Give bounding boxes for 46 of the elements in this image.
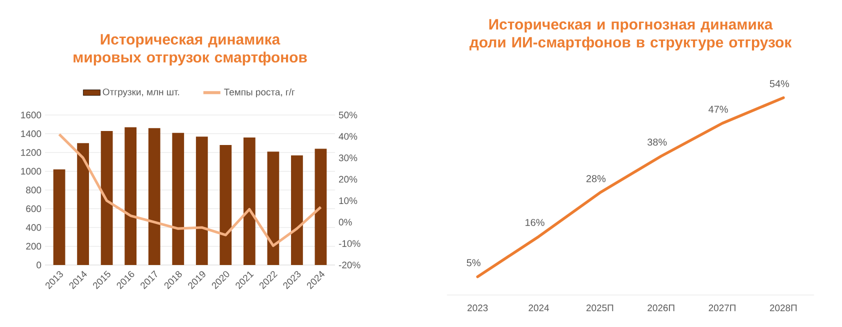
x-tick-label: 2027П [708,304,736,312]
bar [243,138,256,265]
bar [148,128,160,265]
y-tick-label: 200 [26,242,42,250]
y2-tick-label: 40% [338,133,358,140]
y-tick-label: 1000 [21,168,42,175]
y2-tick-label: -20% [338,262,360,268]
y2-tick-label: 10% [339,197,358,204]
bar [124,127,137,265]
bar [53,169,66,265]
bar [314,148,327,265]
x-tick-label: 2026П [648,304,674,312]
data-label: 54% [770,80,790,88]
y-tick-label: 400 [26,224,42,231]
y2-tick-label: 50% [338,112,358,118]
data-label: 16% [526,218,544,226]
chart-title: Историческая динамика мировых отгрузок смартфонов [74,34,307,66]
y-tick-label: 1200 [21,149,42,156]
x-tick-label: 2025П [586,304,614,312]
x-tick-label: 2023 [468,304,488,312]
y-tick-label: 1400 [21,130,42,138]
y2-tick-label: -10% [338,240,360,247]
y-tick-label: 1600 [21,112,42,118]
bar [172,132,184,265]
bar [220,145,232,265]
legend-label: Отгрузки, млн шт. [102,88,180,98]
y-tick-label: 800 [26,186,42,194]
chart-title: Историческая и прогнозная динамика доли ИИ-смартфонов в структуре отгрузок [470,19,792,50]
data-label: 28% [586,175,606,182]
y2-tick-label: 30% [338,154,358,162]
data-label: 5% [466,259,480,266]
bar [100,130,113,265]
bar [291,155,303,265]
legend-label: Темпы роста, г/г [224,88,295,98]
bar [196,136,208,265]
line-series [58,132,322,248]
bar [267,152,280,265]
data-label: 47% [708,106,728,113]
x-tick-label: 2028П [770,304,797,312]
bar [77,143,89,265]
y2-tick-label: 20% [338,176,358,183]
y-tick-label: 600 [26,205,42,212]
y-tick-label: 0 [36,262,42,268]
x-tick-label: 2024 [528,304,549,312]
data-label: 38% [647,138,667,146]
y2-tick-label: 0% [338,218,352,226]
